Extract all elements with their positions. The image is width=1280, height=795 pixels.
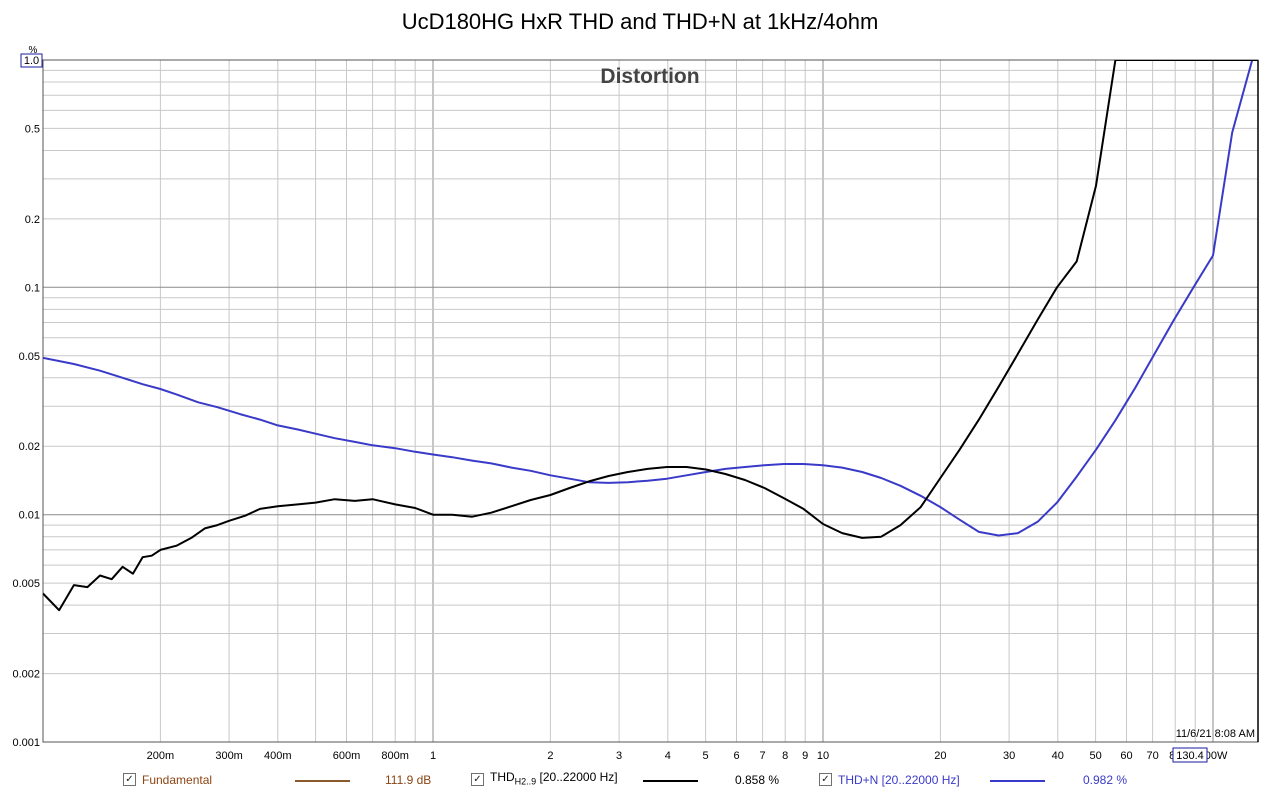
x-tick-label: 9 — [802, 750, 808, 762]
thd-label-rest: [20..22000 Hz] — [536, 770, 618, 784]
series-line-1 — [43, 60, 1258, 612]
x-tick-label: 50 — [1089, 750, 1101, 762]
timestamp: 11/6/21 8:08 AM — [1176, 728, 1255, 740]
thd-label: THDH2..9 [20..22000 Hz] — [490, 770, 618, 786]
x-tick-label: 300m — [215, 750, 243, 762]
x-tick-label: 200m — [147, 750, 175, 762]
x-tick-label: 2 — [547, 750, 553, 762]
y-tick-label: 0.01 — [19, 510, 40, 522]
y-tick-label: 0.02 — [19, 441, 40, 453]
x-tick-label: 1 — [430, 750, 436, 762]
y-tick-label: 0.2 — [25, 214, 40, 226]
x-end-label-box — [1172, 747, 1208, 763]
x-tick-label: 800m — [381, 750, 409, 762]
x-tick-label: 60 — [1120, 750, 1132, 762]
chart-title: UcD180HG HxR THD and THD+N at 1kHz/4ohm — [401, 9, 879, 34]
thd-value: 0.858 % — [735, 773, 780, 787]
x-tick-label: 20 — [934, 750, 946, 762]
y-top-label: 1.0 — [24, 55, 39, 67]
x-tick-label: 3 — [616, 750, 622, 762]
y-tick-label: 0.001 — [12, 737, 40, 749]
y-tick-label: 0.005 — [12, 578, 40, 590]
fundamental-line-swatch — [295, 780, 350, 782]
plot-area[interactable]: 200m 300m 400m 600m 800m 1 2 3 4 5 6 7 8 9 10 20 30 40 50 6… — [0, 0, 1280, 770]
x-tick-label: 40 — [1052, 750, 1064, 762]
y-tick-label: 0.5 — [25, 123, 40, 135]
fundamental-label: Fundamental — [142, 773, 213, 787]
x-tick-label: 7 — [760, 750, 766, 762]
thdn-checkbox[interactable]: ✓ — [819, 773, 832, 786]
thdn-label: THD+N [20..22000 Hz] — [838, 773, 960, 787]
grid-layer — [42, 59, 1259, 743]
x-tick-label: 600m — [333, 750, 361, 762]
y-top-label-box — [20, 53, 43, 68]
y-unit-label: % — [29, 45, 38, 56]
x-end-label: 130.4 — [1176, 750, 1204, 762]
x-tick-label: 5 — [703, 750, 709, 762]
x-tick-label: 8 — [782, 750, 788, 762]
thd-checkbox[interactable]: ✓ — [471, 773, 484, 786]
thd-label-main: THD — [490, 770, 515, 784]
plot-frame — [42, 59, 1259, 743]
y-tick-label: 0.05 — [19, 351, 40, 363]
series-line-0 — [43, 60, 1258, 537]
x-tick-label: 400m — [264, 750, 292, 762]
x-tick-label: 70 — [1146, 750, 1158, 762]
x-tick-label: 10 — [817, 750, 829, 762]
fundamental-value: 111.9 dB — [385, 773, 432, 787]
thd-line-swatch — [643, 780, 698, 782]
y-tick-label: 0.1 — [25, 282, 40, 294]
x-tick-label: 30 — [1003, 750, 1015, 762]
x-tick-label: 6 — [733, 750, 739, 762]
thdn-value: 0.982 % — [1083, 773, 1128, 787]
y-tick-label: 0.002 — [12, 669, 40, 681]
x-tick-label: 4 — [665, 750, 671, 762]
axis-labels: 200m 300m 400m 600m 800m 1 2 3 4 5 6 7 8 9 10 20 30 40 50 6… — [12, 123, 1228, 762]
legend: ✓ Fundamental 111.9 dB ✓ THDH2..9 [20..2… — [0, 770, 1280, 792]
thd-label-sub: H2..9 — [514, 776, 537, 787]
chart-subtitle: Distortion — [600, 65, 699, 88]
fundamental-checkbox[interactable]: ✓ — [123, 773, 136, 786]
thdn-line-swatch — [990, 780, 1045, 782]
series-layer — [43, 60, 1259, 742]
